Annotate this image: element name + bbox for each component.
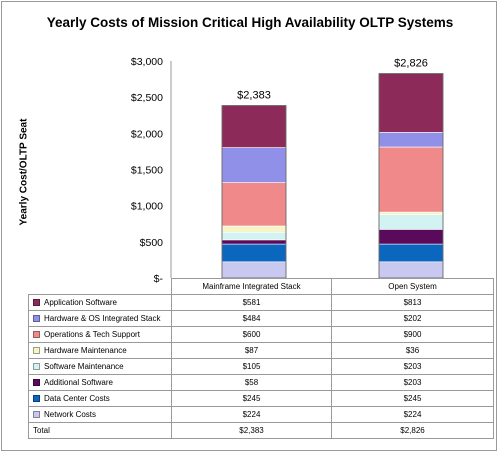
value-cell: $203 [331, 374, 494, 391]
y-tick-label: $500 [140, 237, 164, 249]
value-cell: $581 [171, 294, 332, 311]
table-row: Operations & Tech Support $600 $900 [28, 326, 494, 343]
series-name-cell: Hardware Maintenance [28, 342, 172, 359]
value-cell: $224 [331, 406, 494, 423]
series-name-cell: Data Center Costs [28, 390, 172, 407]
value-cell: $203 [331, 358, 494, 375]
table-row: Hardware & OS Integrated Stack $484 $202 [28, 310, 494, 327]
value-cell: $202 [331, 310, 494, 327]
series-name: Network Costs [44, 410, 97, 419]
bar-segment [378, 211, 444, 216]
bar-segment [378, 243, 444, 263]
legend-swatch [33, 363, 40, 371]
bar-segment [221, 231, 287, 241]
bar-segment [221, 239, 287, 245]
series-name: Hardware Maintenance [44, 346, 127, 355]
bar-segment [221, 225, 287, 233]
value-cell: $600 [171, 326, 332, 343]
value-cell: $245 [331, 390, 494, 407]
value-cell: $245 [171, 390, 332, 407]
series-name-cell: Application Software [28, 294, 172, 311]
series-name-cell: Software Maintenance [28, 358, 172, 375]
series-name-cell: Additional Software [28, 374, 172, 391]
bar-segment [221, 182, 287, 227]
series-name-cell: Operations & Tech Support [28, 326, 172, 343]
bar-segment [378, 73, 444, 133]
series-name-cell: Hardware & OS Integrated Stack [28, 310, 172, 327]
bar-segment [221, 105, 287, 148]
legend-swatch [33, 347, 40, 355]
bar-segment [221, 261, 287, 279]
table-row: Additional Software $58 $203 [28, 374, 494, 391]
bars: $2,383 $2,826 [221, 58, 444, 279]
series-name: Application Software [44, 298, 117, 307]
legend-swatch [33, 379, 40, 387]
total-value-cell: $2,826 [331, 422, 494, 439]
bar-segment [378, 229, 444, 245]
bar-total-label: $2,826 [394, 58, 428, 70]
table-row: Hardware Maintenance $87 $36 [28, 342, 494, 359]
value-cell: $900 [331, 326, 494, 343]
legend-swatch [33, 331, 40, 339]
value-cell: $58 [171, 374, 332, 391]
total-label-cell: Total [28, 422, 172, 439]
column-header: Open System [331, 278, 494, 295]
bar-segment [378, 132, 444, 148]
table-corner [28, 278, 172, 295]
series-name: Data Center Costs [44, 394, 110, 403]
legend-swatch [33, 411, 40, 419]
table-row: Data Center Costs $245 $245 [28, 390, 494, 407]
bar-segment [378, 214, 444, 230]
series-name: Operations & Tech Support [44, 330, 140, 339]
legend-swatch [33, 395, 40, 403]
data-table: Mainframe Integrated Stack Open System A… [28, 278, 494, 439]
table-header-row: Mainframe Integrated Stack Open System [28, 278, 494, 295]
value-cell: $105 [171, 358, 332, 375]
bar-segment [221, 147, 287, 183]
y-tick-label: $1,500 [131, 165, 163, 177]
bar-segment [378, 146, 444, 213]
y-tick-label: $1,000 [131, 201, 163, 213]
series-name: Hardware & OS Integrated Stack [44, 314, 161, 323]
table-row: Network Costs $224 $224 [28, 406, 494, 423]
bar-segment [221, 243, 287, 263]
bar-segment [378, 261, 444, 279]
table-row: Application Software $581 $813 [28, 294, 494, 311]
y-tick-label: $2,000 [131, 128, 163, 140]
y-tick-label: $2,500 [131, 92, 163, 104]
total-row: Total $2,383 $2,826 [28, 422, 494, 439]
series-name: Software Maintenance [44, 362, 124, 371]
y-ticks: $-$500$1,000$1,500$2,000$2,500$3,000 [131, 56, 164, 285]
series-name-cell: Network Costs [28, 406, 172, 423]
value-cell: $484 [171, 310, 332, 327]
value-cell: $813 [331, 294, 494, 311]
value-cell: $224 [171, 406, 332, 423]
column-header: Mainframe Integrated Stack [171, 278, 332, 295]
series-name: Additional Software [44, 378, 113, 387]
bar-total-label: $2,383 [237, 90, 271, 102]
chart-title: Yearly Costs of Mission Critical High Av… [46, 15, 454, 30]
value-cell: $36 [331, 342, 494, 359]
legend-swatch [33, 315, 40, 323]
table-row: Software Maintenance $105 $203 [28, 358, 494, 375]
legend-swatch [33, 299, 40, 307]
total-value-cell: $2,383 [171, 422, 332, 439]
value-cell: $87 [171, 342, 332, 359]
y-tick-label: $3,000 [131, 56, 163, 68]
